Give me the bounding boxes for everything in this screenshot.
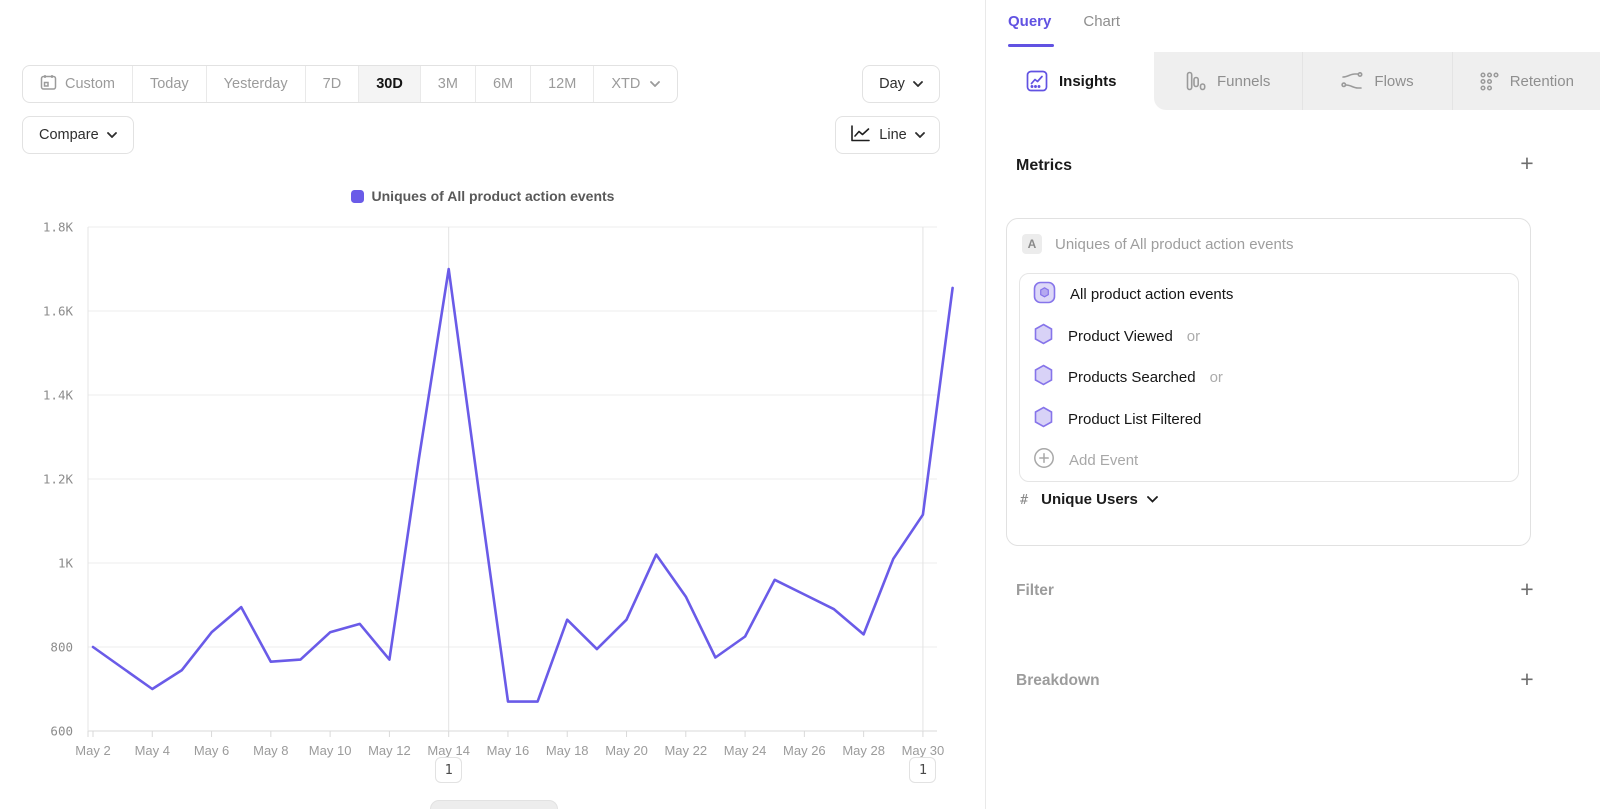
event-row-all-product-action-events[interactable]: All product action events — [1020, 274, 1518, 316]
range-custom[interactable]: Custom — [23, 66, 132, 102]
gridlines — [87, 226, 937, 737]
svg-text:800: 800 — [50, 640, 73, 655]
svg-text:May 10: May 10 — [309, 743, 352, 758]
tab-query[interactable]: Query — [1008, 13, 1052, 30]
granularity-dropdown[interactable]: Day — [862, 65, 940, 103]
legend-label: Uniques of All product action events — [371, 188, 615, 204]
range-30d[interactable]: 30D — [358, 66, 420, 102]
circle-plus-icon — [1033, 447, 1055, 474]
hash-icon: # — [1020, 491, 1029, 508]
chevron-down-icon — [914, 132, 925, 138]
svg-text:1.4K: 1.4K — [43, 388, 74, 403]
add-breakdown-button[interactable]: + — [1520, 665, 1534, 692]
metric-group-row[interactable]: A Uniques of All product action events — [1007, 219, 1530, 254]
measurement-dropdown[interactable]: # Unique Users — [1020, 491, 1158, 508]
annotation-badge[interactable]: 1 — [435, 757, 463, 783]
tab-flows[interactable]: Flows — [1302, 52, 1452, 110]
chart-type-label: Line — [879, 127, 907, 143]
chart-panel: Custom Today Yesterday 7D 30D 3M 6M 12M … — [0, 65, 975, 809]
legend-swatch — [350, 189, 364, 203]
svg-text:May 28: May 28 — [842, 743, 885, 758]
range-6m[interactable]: 6M — [474, 66, 530, 102]
svg-text:May 22: May 22 — [664, 743, 707, 758]
add-filter-button[interactable]: + — [1520, 575, 1534, 602]
insights-icon — [1026, 70, 1048, 92]
chevron-down-icon — [650, 81, 661, 87]
hexagon-icon — [1033, 323, 1054, 350]
annotation-badge[interactable]: 1 — [909, 757, 937, 783]
y-axis-labels: 600 800 1K 1.2K 1.4K 1.6K 1.8K — [43, 220, 74, 739]
svg-text:May 24: May 24 — [724, 743, 767, 758]
query-panel: Query Chart Insights — [985, 0, 1600, 809]
tab-funnels[interactable]: Funnels — [1154, 52, 1303, 110]
breakdown-heading: Breakdown — [1016, 672, 1100, 689]
svg-text:May 12: May 12 — [368, 743, 411, 758]
report-type-tabs: Insights Funnels — [986, 52, 1600, 110]
svg-text:May 18: May 18 — [546, 743, 589, 758]
svg-text:May 16: May 16 — [487, 743, 530, 758]
metrics-heading: Metrics — [1016, 157, 1073, 174]
event-group-icon — [1033, 281, 1056, 309]
event-row-product-list-filtered[interactable]: Product List Filtered — [1020, 399, 1518, 441]
tab-insights[interactable]: Insights — [986, 52, 1154, 110]
active-tab-underline — [1008, 44, 1054, 47]
svg-text:1K: 1K — [58, 556, 74, 571]
flows-icon — [1341, 72, 1363, 90]
tab-chart[interactable]: Chart — [1083, 13, 1121, 30]
granularity-label: Day — [879, 76, 905, 92]
metric-badge: A — [1022, 234, 1042, 254]
svg-text:1.8K: 1.8K — [43, 220, 74, 235]
compare-label: Compare — [39, 127, 99, 143]
tab-retention[interactable]: Retention — [1451, 52, 1600, 110]
chevron-down-icon — [1146, 496, 1158, 503]
svg-text:600: 600 — [50, 724, 73, 739]
range-12m[interactable]: 12M — [530, 66, 593, 102]
svg-text:1.6K: 1.6K — [43, 304, 74, 319]
events-card: All product action events Product Viewed… — [1019, 273, 1519, 482]
chart-type-dropdown[interactable]: Line — [835, 116, 940, 154]
view-tabs: Query Chart — [1008, 13, 1120, 30]
chart-legend: Uniques of All product action events — [0, 188, 965, 204]
svg-text:May 30: May 30 — [902, 743, 945, 758]
retention-icon — [1480, 71, 1499, 91]
svg-text:May 2: May 2 — [75, 743, 110, 758]
metrics-card: A Uniques of All product action events A… — [1006, 218, 1531, 546]
svg-text:May 20: May 20 — [605, 743, 648, 758]
calendar-icon — [40, 74, 57, 95]
add-metric-button[interactable]: + — [1520, 149, 1534, 176]
x-axis-labels: May 2 May 4 May 6 May 8 May 10 May 12 May 14 Ma… — [75, 743, 944, 758]
event-row-products-searched[interactable]: Products Searched or — [1020, 357, 1518, 399]
date-range-control: Custom Today Yesterday 7D 30D 3M 6M 12M … — [22, 65, 679, 103]
tooltip-partial — [430, 800, 558, 809]
line-chart-icon — [850, 124, 871, 146]
chevron-down-icon — [106, 132, 117, 138]
svg-text:May 6: May 6 — [194, 743, 229, 758]
svg-text:May 8: May 8 — [253, 743, 288, 758]
svg-text:1.2K: 1.2K — [43, 472, 74, 487]
compare-dropdown[interactable]: Compare — [22, 116, 134, 154]
svg-text:May 26: May 26 — [783, 743, 826, 758]
chevron-down-icon — [912, 81, 923, 87]
metric-group-label: Uniques of All product action events — [1055, 235, 1294, 253]
range-label: Custom — [65, 76, 115, 92]
add-event-button[interactable]: Add Event — [1020, 440, 1518, 482]
svg-text:May 4: May 4 — [135, 743, 170, 758]
svg-text:May 14: May 14 — [427, 743, 470, 758]
range-today[interactable]: Today — [131, 66, 206, 102]
event-row-product-viewed[interactable]: Product Viewed or — [1020, 316, 1518, 358]
funnels-icon — [1186, 71, 1206, 91]
range-xtd[interactable]: XTD — [593, 66, 677, 102]
range-yesterday[interactable]: Yesterday — [205, 66, 305, 102]
trend-line[interactable] — [91, 267, 954, 703]
filter-heading: Filter — [1016, 582, 1054, 599]
range-3m[interactable]: 3M — [419, 66, 475, 102]
range-7d[interactable]: 7D — [304, 66, 359, 102]
hexagon-icon — [1033, 364, 1054, 391]
hexagon-icon — [1033, 406, 1054, 433]
